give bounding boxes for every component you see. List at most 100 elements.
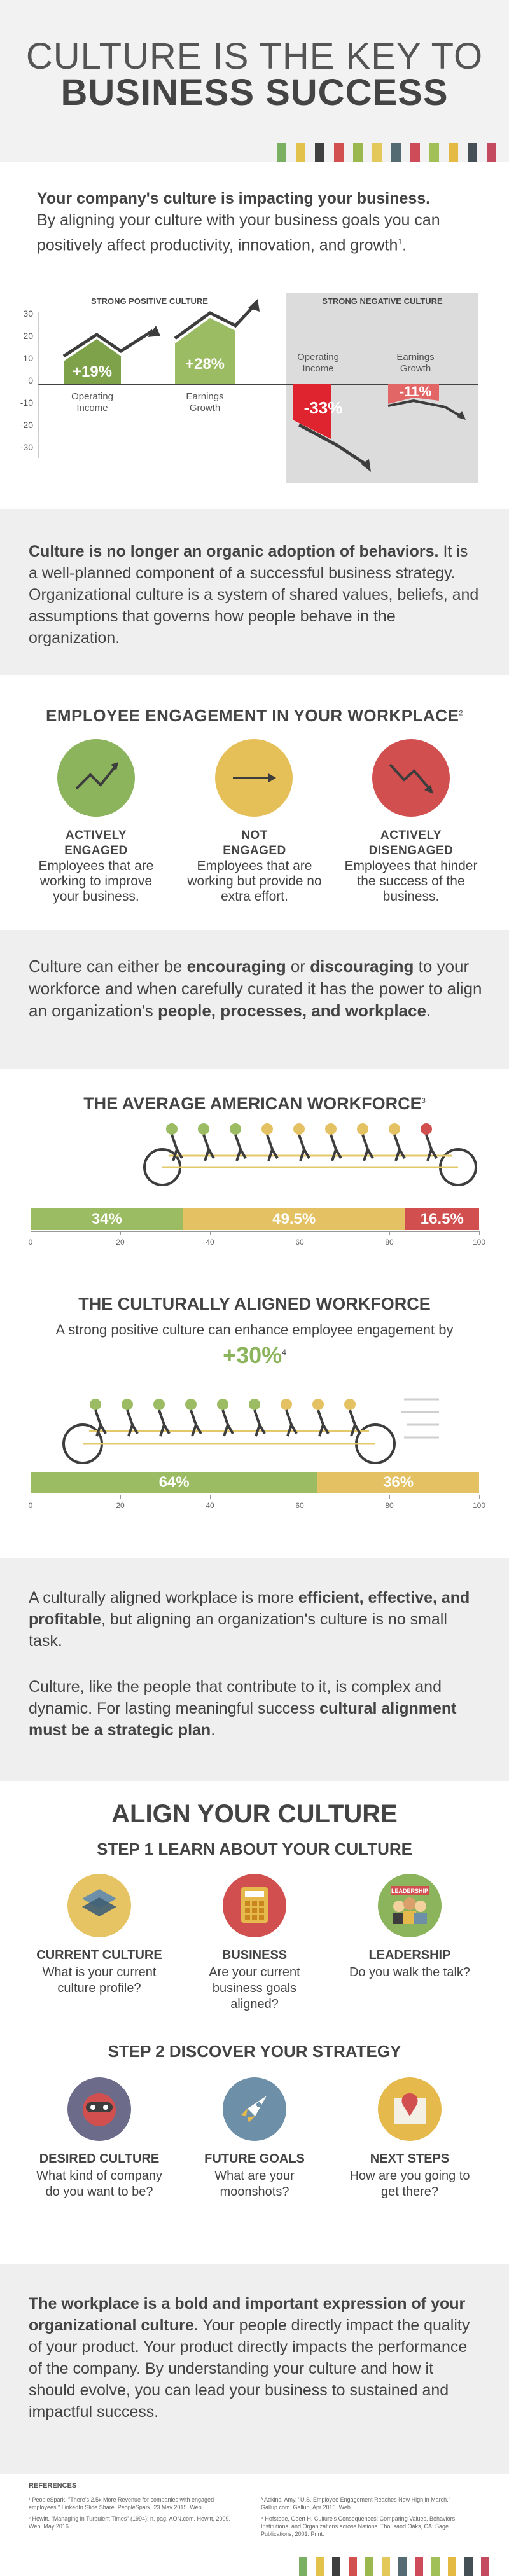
intro-bold: Your company's culture is impacting your… [37,190,431,207]
engagement-title-text: EMPLOYEE ENGAGEMENT IN YOUR WORKPLACE [46,706,459,725]
bar-segment: 36% [317,1472,479,1493]
bar-segment: 64% [31,1472,318,1493]
reference-4: ⁴ Hofstede, Geert H. Culture's Consequen… [261,2516,457,2537]
rider-body [330,1134,342,1161]
rocket-icon [216,2070,293,2151]
rider-head [389,1123,400,1135]
page-title-line2: BUSINESS SUCCESS [60,72,449,113]
stripe [429,143,439,162]
align-b3: people, processes, and workplace [158,1001,426,1020]
stripe [349,2557,357,2576]
y-axis-labels: 30 20 10 0 -10 -20 -30 [20,308,33,452]
rider-head [293,1123,305,1135]
tick-mark [120,1495,121,1499]
impact-chart: STRONG POSITIVE CULTURE STRONG NEGATIVE … [20,293,478,483]
bar-operating-income-negative [293,384,331,439]
tick-mark [389,1495,390,1499]
closing-bold: The workplace is a bold and important ex… [29,2295,466,2334]
step1-item-title: CURRENT CULTURE [36,1948,162,1962]
efficient-p3: Culture, like the people that contribute… [29,1678,442,1717]
rider-head [281,1399,292,1410]
stripe [468,143,477,162]
step2-title: STEP 2 DISCOVER YOUR STRATEGY [108,2042,401,2061]
tick-mark [210,1495,211,1499]
y-tick-label: 20 [23,331,33,341]
rider-body [94,1409,107,1437]
efficient-p2: , but aligning an organization's culture… [29,1610,447,1650]
speed-lines [401,1398,439,1439]
y-tick-label: 0 [28,375,33,385]
tick-label: 100 [472,1238,486,1247]
step1-item-title: LEADERSHIP [368,1948,451,1962]
step2-item-title: DESIRED CULTURE [39,2152,160,2166]
stripe [299,2557,307,2576]
rider-head [122,1399,133,1410]
aligned-subtitle: A strong positive culture can enhance em… [55,1322,454,1338]
efficient-text: A culturally aligned workplace is more e… [29,1587,480,1652]
rider-head [344,1399,356,1410]
tick-label: 20 [116,1238,125,1247]
negative-title: STRONG NEGATIVE CULTURE [322,296,443,306]
rider-body [171,1134,183,1161]
closing-section: The workplace is a bold and important ex… [0,2264,509,2474]
efficient-text-2: Culture, like the people that contribute… [29,1676,480,1741]
positive-title: STRONG POSITIVE CULTURE [91,296,208,306]
y-tick-label: 10 [23,353,33,363]
arrowhead-positive [148,326,160,337]
rider-head [185,1399,197,1410]
bar-earnings-growth-negative [388,384,439,404]
trend-flat-icon [233,773,276,782]
stripe [398,2557,407,2576]
step1-item-desc: Do you walk the talk? [349,1965,471,1979]
stripe [353,143,363,162]
rider-body [361,1134,374,1161]
engagement-section: EMPLOYEE ENGAGEMENT IN YOUR WORKPLACE2 A… [0,675,509,930]
step1-title: STEP 1 LEARN ABOUT YOUR CULTURE [97,1839,412,1859]
tick-mark [479,1231,480,1235]
rider-head [217,1399,228,1410]
stripe [481,2557,489,2576]
tandem-bike-illustration-1 [143,1123,477,1186]
rider-body [126,1409,139,1437]
tick-mark [389,1231,390,1235]
tick-label: 40 [206,1501,214,1510]
not-engaged-desc: Employees that are working but provide n… [187,859,322,904]
riders-group-2 [90,1399,361,1437]
rider-head [198,1123,209,1135]
references-section: REFERENCES ¹ PeopleSpark. "There's 2.5x … [0,2474,509,2576]
rider-body [393,1134,406,1161]
layers-icon [60,1867,138,1948]
rider-body [285,1409,298,1437]
stripe [449,143,458,162]
trend-up-icon [75,762,118,790]
intro-footnote: 1 [398,237,403,246]
trend-arrow-negative-1 [298,423,367,466]
aligned-bar: 64% 36% [31,1472,479,1493]
engaged-circle [57,739,135,817]
step1-item-desc: What is your current culture profile? [42,1965,157,1995]
y-tick-label: -30 [20,442,33,452]
reference-1: ¹ PeopleSpark. "There's 2.5x More Revenu… [29,2496,214,2510]
references-title: REFERENCES [29,2482,77,2489]
svg-text:LEADERSHIP: LEADERSHIP [391,1888,428,1894]
culture-definition-text: Culture is no longer an organic adoption… [29,541,480,649]
workforce-title: THE AVERAGE AMERICAN WORKFORCE3 [0,1094,509,1114]
mask-icon [60,2070,138,2151]
bar-earnings-growth-positive [175,318,235,384]
efficient-b1: efficient, effective, and profitable [29,1589,470,1628]
engaged-label: ACTIVELY ENGAGED Employees that are work… [25,828,167,904]
rider-body [266,1134,279,1161]
rider-body [158,1409,171,1437]
step1-item-title: BUSINESS [221,1948,288,1962]
culture-definition-body: It is a well-planned component of a succ… [29,543,479,647]
rider-body [234,1134,247,1161]
rider-body [349,1409,361,1437]
step2-item-desc: What are your moonshots? [214,2169,295,2199]
align-p4: . [426,1001,431,1020]
label-operating-income-pos-1: Operating [71,391,113,402]
rider-head [357,1123,368,1135]
engagement-title: EMPLOYEE ENGAGEMENT IN YOUR WORKPLACE2 [0,706,509,726]
tick-mark [479,1495,480,1499]
color-stripes-bottom [299,2557,509,2576]
stripe [296,143,305,162]
